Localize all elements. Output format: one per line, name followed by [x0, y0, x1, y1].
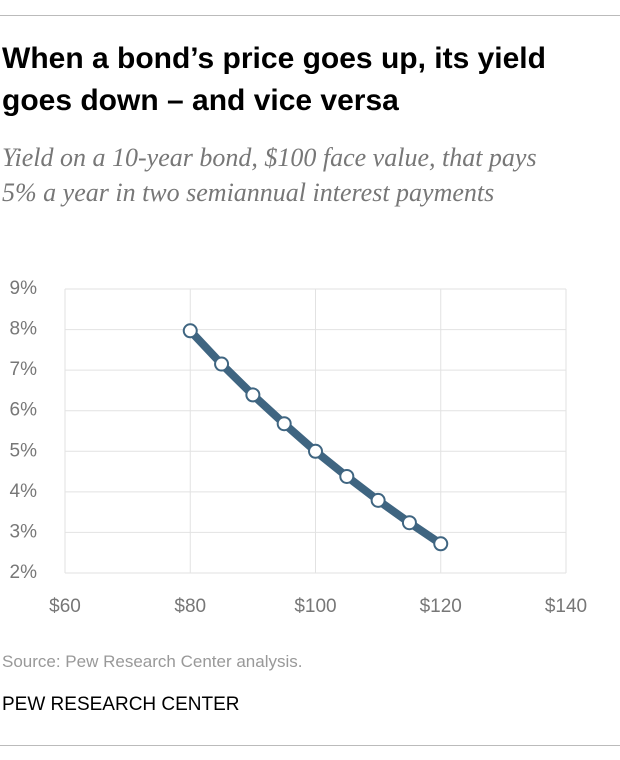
chart: 2% 3% 4% 5% 6% 7% 8% 9% $60 $80 $100 $120 $140: [10, 278, 588, 617]
data-point: [401, 515, 417, 531]
chart-subtitle: Yield on a 10-year bond, $100 face value…: [2, 143, 537, 207]
x-tick-label: $60: [49, 596, 81, 617]
data-point: [245, 387, 261, 403]
bottom-rule: [0, 745, 620, 746]
y-tick-label: 4%: [10, 481, 38, 502]
chart-title: When a bond’s price goes up, its yield g…: [2, 42, 546, 117]
data-point: [370, 492, 386, 508]
credit: PEW RESEARCH CENTER: [2, 694, 240, 715]
y-tick-label: 9%: [10, 278, 38, 299]
data-point: [214, 356, 230, 372]
data-point: [339, 468, 355, 484]
data-point: [276, 416, 292, 432]
y-tick-label: 3%: [10, 521, 38, 542]
x-tick-label: $140: [545, 596, 587, 617]
data-point: [433, 536, 449, 552]
data-point: [308, 443, 323, 459]
source-note: Source: Pew Research Center analysis.: [2, 652, 303, 671]
y-tick-label: 7%: [10, 359, 38, 380]
y-tick-label: 2%: [10, 562, 38, 583]
top-rule: [0, 15, 620, 16]
y-tick-label: 6%: [10, 400, 38, 421]
y-tick-label: 5%: [10, 440, 38, 461]
x-tick-label: $100: [294, 596, 336, 617]
data-point: [182, 323, 198, 339]
y-tick-label: 8%: [10, 319, 38, 340]
x-tick-label: $120: [420, 596, 462, 617]
x-tick-label: $80: [174, 596, 206, 617]
